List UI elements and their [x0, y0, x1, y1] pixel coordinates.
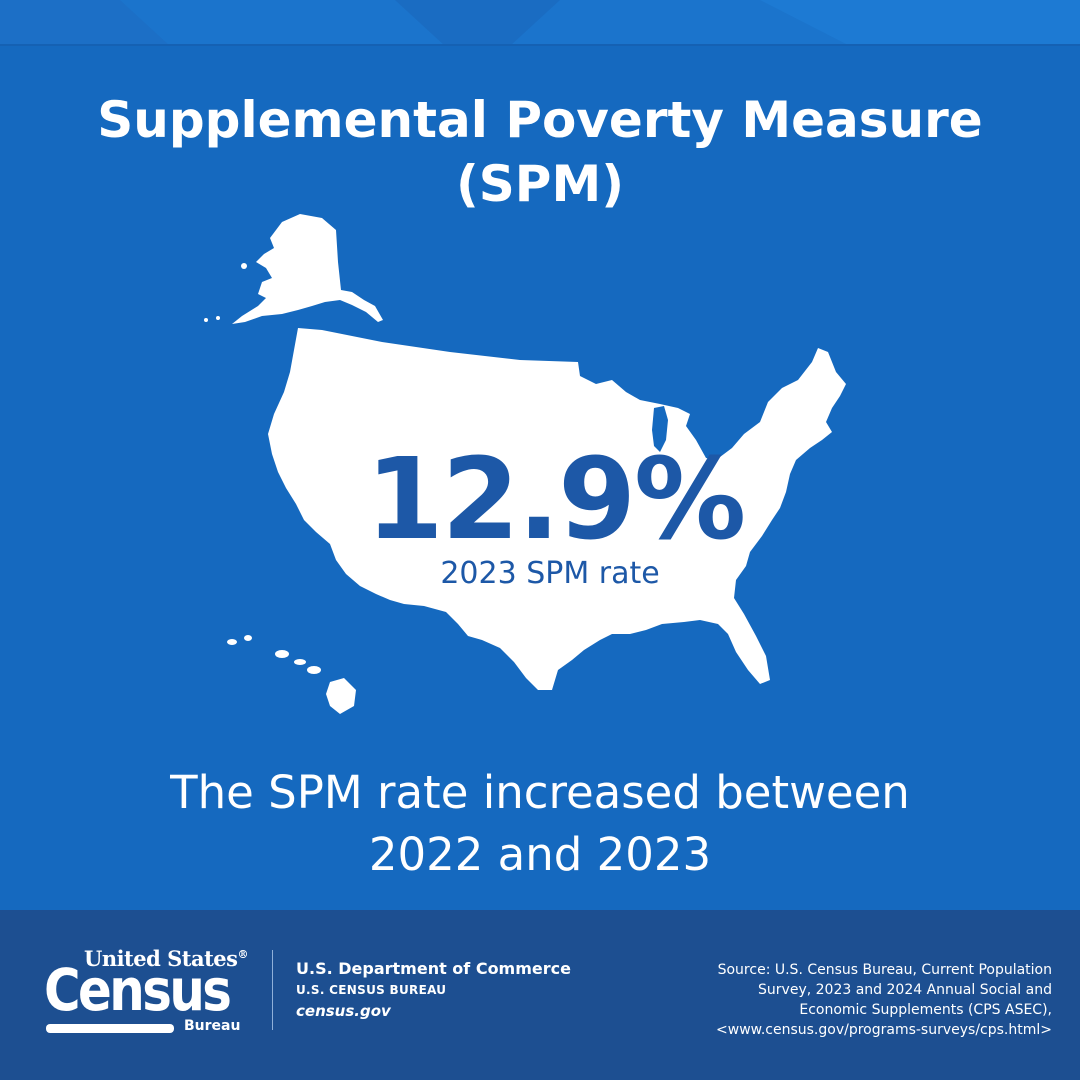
logo-united-states-text: United States: [84, 946, 238, 971]
census-bureau-logo: United States® Census Bureau: [44, 946, 254, 1046]
footer: United States® Census Bureau U.S. Depart…: [0, 910, 1080, 1080]
census-gov-link[interactable]: census.gov: [296, 1002, 391, 1020]
hawaii-island: [294, 659, 306, 665]
source-line-2: Survey, 2023 and 2024 Annual Social and: [758, 982, 1052, 998]
department-block: U.S. Department of Commerce U.S. CENSUS …: [296, 958, 571, 1022]
lake-michigan: [652, 406, 668, 452]
alaska-island: [241, 263, 247, 269]
statement-line-1: The SPM rate increased between: [170, 766, 910, 819]
footer-divider: [272, 950, 273, 1030]
alaska-shape: [232, 214, 383, 324]
spm-rate-value: 12.9%: [365, 435, 747, 565]
registered-mark: ®: [237, 948, 248, 961]
title-line-1: Supplemental Poverty Measure: [97, 91, 983, 149]
source-line-4: <www.census.gov/programs-surveys/cps.htm…: [716, 1022, 1052, 1038]
title-line-2: (SPM): [455, 155, 625, 213]
hawaii-island: [244, 635, 252, 641]
top-decorative-band: [0, 0, 1080, 46]
hawaii-big-island: [326, 678, 356, 714]
source-line-1: Source: U.S. Census Bureau, Current Popu…: [717, 962, 1052, 978]
spm-rate-label: 2023 SPM rate: [440, 556, 660, 591]
hawaii-island: [307, 666, 321, 674]
hawaii-island: [227, 639, 237, 645]
bureau-name: U.S. CENSUS BUREAU: [296, 983, 447, 997]
logo-underline-bar: [46, 1024, 174, 1033]
department-name: U.S. Department of Commerce: [296, 959, 571, 978]
alaska-island: [204, 318, 208, 322]
page-title: Supplemental Poverty Measure (SPM): [40, 88, 1040, 216]
alaska-island: [216, 316, 220, 320]
contiguous-us-shape: [268, 328, 846, 690]
source-citation: Source: U.S. Census Bureau, Current Popu…: [632, 960, 1052, 1040]
rate-change-statement: The SPM rate increased between 2022 and …: [40, 762, 1040, 886]
source-line-3: Economic Supplements (CPS ASEC),: [799, 1002, 1052, 1018]
logo-bureau-text: Bureau: [184, 1018, 241, 1034]
logo-census-text: Census: [44, 956, 232, 1024]
statement-line-2: 2022 and 2023: [368, 828, 712, 881]
hawaii-island: [275, 650, 289, 658]
